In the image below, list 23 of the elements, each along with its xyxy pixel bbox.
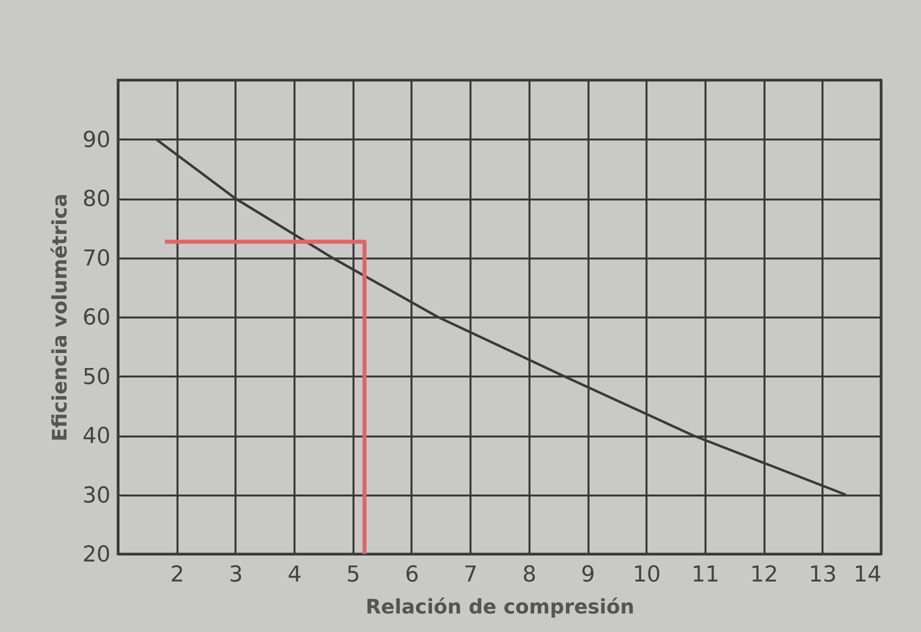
x-tick-label: 4 — [288, 562, 302, 588]
y-tick-label: 90 — [82, 128, 110, 153]
y-tick-label: 50 — [82, 364, 110, 390]
x-tick-label: 3 — [228, 562, 243, 588]
x-tick-label: 6 — [404, 562, 419, 588]
x-tick-label: 13 — [808, 562, 837, 588]
x-tick-label: 8 — [522, 562, 536, 588]
x-tick-label: 9 — [581, 562, 596, 588]
x-tick-label: 5 — [346, 562, 360, 588]
x-axis-title: Relación de compresión — [366, 594, 634, 618]
x-tick-label: 7 — [464, 562, 478, 588]
y-tick-label: 20 — [82, 542, 110, 568]
x-tick-label: 14 — [854, 562, 882, 588]
x-tick-label: 11 — [691, 562, 720, 588]
y-axis-title: Eficiencia volumétrica — [48, 193, 72, 442]
y-tick-label: 80 — [82, 187, 110, 212]
y-tick-label: 40 — [82, 424, 110, 449]
x-tick-label: 10 — [632, 562, 661, 588]
x-tick-label: 12 — [750, 562, 778, 588]
y-tick-label: 30 — [82, 483, 110, 508]
x-tick-label: 2 — [170, 562, 184, 588]
y-tick-label: 60 — [82, 306, 110, 330]
y-tick-label: 70 — [82, 246, 110, 272]
